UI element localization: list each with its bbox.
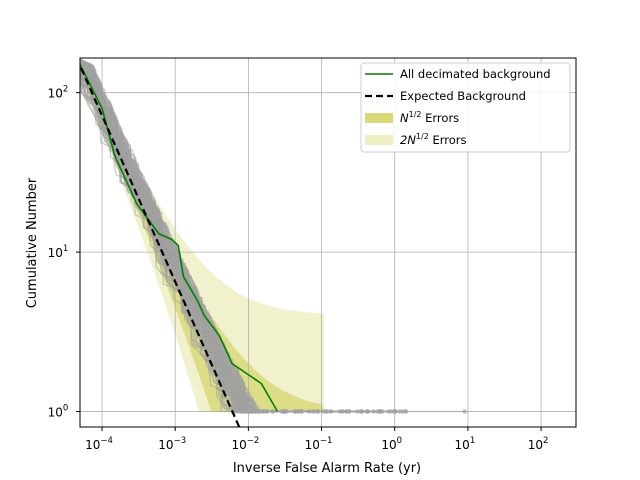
background-trials: [80, 58, 467, 414]
legend-label: Expected Background: [400, 89, 526, 103]
series-line-expected-background: [80, 62, 241, 427]
background-trial-point: [403, 409, 408, 414]
background-trial-point: [249, 409, 255, 414]
background-trial-point: [462, 409, 467, 414]
legend-box: [360, 62, 571, 153]
x-tick-exponent: 0: [397, 436, 402, 446]
y-tick-exponent: 0: [63, 404, 68, 414]
x-tick-label: 10−3: [158, 436, 186, 452]
y-tick-label: 101: [48, 244, 69, 260]
plot-frame: [79, 57, 577, 428]
background-trial-line: [80, 59, 396, 413]
y-tick-exponent: 1: [63, 244, 68, 254]
x-tick-exponent: −2: [247, 436, 260, 446]
background-trial-point: [397, 409, 403, 414]
legend-label-sup: 1/2: [409, 110, 422, 119]
x-tick-label: 10−2: [231, 436, 259, 452]
y-axis-label: Cumulative Number: [25, 177, 40, 308]
legend-patch: [365, 113, 393, 123]
x-tick-label: 102: [528, 436, 549, 452]
background-trial-line: [80, 60, 381, 413]
legend-label-base: N: [400, 111, 409, 125]
y-tick-label: 102: [48, 85, 69, 101]
x-tick-exponent: −4: [100, 436, 113, 446]
legend-patch: [365, 135, 393, 145]
x-tick-label: 101: [455, 436, 476, 452]
background-trial-line: [80, 61, 268, 413]
series-layer: [80, 62, 279, 427]
legend-label-base: 2N: [400, 133, 416, 147]
x-tick-exponent: −3: [174, 436, 187, 446]
background-trial-point: [393, 409, 398, 414]
y-tick-label: 100: [48, 404, 69, 420]
legend-label: N1/2 Errors: [400, 110, 459, 125]
x-tick-label: 10−1: [305, 436, 333, 452]
series-line-decimated-background: [80, 62, 279, 412]
legend-label-rest: Errors: [429, 133, 467, 147]
y-tick-exponent: 2: [63, 85, 68, 95]
two-n-half-error-band: [80, 58, 324, 412]
background-trial-point: [265, 409, 270, 414]
legend-label-sup: 1/2: [416, 132, 429, 141]
x-tick-label: 10−4: [85, 436, 113, 452]
x-axis-ticks: 10−4 10−3 10−2 10−1 100 101 102: [85, 427, 548, 452]
legend-label-rest: Errors: [421, 111, 459, 125]
x-axis-label: Inverse False Alarm Rate (yr): [233, 461, 421, 476]
legend-label: All decimated background: [400, 67, 551, 81]
x-tick-label: 100: [381, 436, 402, 452]
x-tick-exponent: 2: [543, 436, 548, 446]
legend: All decimated background Expected Backgro…: [360, 62, 571, 153]
x-tick-exponent: 1: [470, 436, 475, 446]
x-tick-exponent: −1: [320, 436, 333, 446]
legend-label: 2N1/2 Errors: [400, 132, 466, 147]
